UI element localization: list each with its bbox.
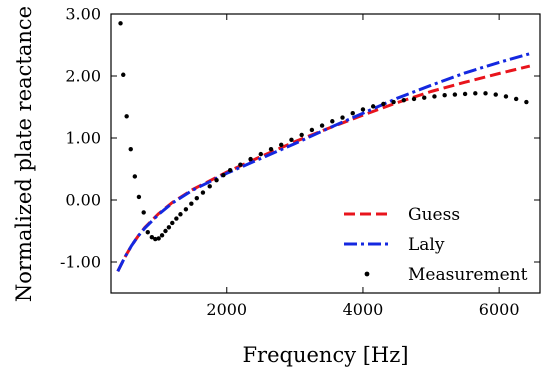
legend: Guess Laly Measurement <box>344 205 528 285</box>
measurement-point <box>299 132 304 138</box>
measurement-point <box>411 96 417 102</box>
measurement-point <box>503 94 509 99</box>
measurement-point <box>238 162 243 167</box>
measurement-point <box>513 96 519 102</box>
measurement-point <box>401 97 407 103</box>
series-layer <box>116 21 531 272</box>
measurement-point <box>462 91 468 97</box>
measurement-point <box>340 115 345 120</box>
x-axis-label: Frequency [Hz] <box>242 343 408 367</box>
measurement-point <box>473 91 478 96</box>
measurement-point <box>183 207 189 212</box>
measurement-point <box>524 99 529 105</box>
measurement-point <box>200 190 206 195</box>
legend-label-laly: Laly <box>408 235 445 255</box>
y-tick-label: 0.00 <box>65 191 101 210</box>
laly-line <box>116 52 531 272</box>
measurement-point <box>145 230 150 235</box>
measurement-point <box>483 91 488 96</box>
measurement-point <box>118 21 123 26</box>
legend-label-guess: Guess <box>408 205 460 225</box>
measurement-point <box>381 101 386 107</box>
x-tick-label: 2000 <box>206 300 247 319</box>
x-tick-label: 6000 <box>479 300 520 319</box>
measurement-point <box>221 173 226 178</box>
measurement-point <box>207 184 212 189</box>
measurement-point <box>128 146 133 152</box>
measurement-point <box>194 195 199 201</box>
measurement-point <box>258 151 264 157</box>
measurement-point <box>442 93 447 98</box>
measurement-point <box>214 177 219 183</box>
measurement-point <box>124 114 129 119</box>
tick-layer: 2000 4000 6000 -1.00 0.00 1.00 2.00 3.00 <box>60 5 540 319</box>
measurement-point <box>432 94 437 99</box>
measurement-point <box>422 95 427 100</box>
measurement-point <box>159 233 165 238</box>
y-axis-label: Normalized plate reactance <box>12 6 36 302</box>
measurement-point <box>350 111 355 116</box>
measurement-point <box>493 92 498 97</box>
measurement-point <box>279 142 284 148</box>
y-tick-label: 1.00 <box>65 129 101 148</box>
measurement-point <box>170 220 175 226</box>
measurement-point <box>136 194 142 200</box>
measurement-point <box>370 104 376 109</box>
measurement-point <box>268 146 274 152</box>
measurement-point <box>174 216 179 221</box>
measurement-point <box>289 137 294 143</box>
measurement-point <box>153 236 158 242</box>
measurement-point <box>149 235 155 240</box>
measurement-point <box>452 92 458 97</box>
measurement-point <box>156 236 161 241</box>
measurement-point <box>330 119 335 124</box>
measurement-point <box>166 225 172 230</box>
y-tick-label: -1.00 <box>60 253 101 272</box>
measurement-point <box>189 201 194 206</box>
y-tick-label: 3.00 <box>65 5 101 24</box>
measurement-point <box>319 123 325 128</box>
measurement-point <box>132 174 138 179</box>
measurement-point <box>121 72 126 77</box>
measurement-point <box>163 228 168 234</box>
guess-line <box>116 64 531 272</box>
measurement-point <box>141 210 146 215</box>
legend-swatch-measurement <box>364 271 370 277</box>
plot-frame <box>110 13 541 294</box>
measurement-point <box>178 212 183 217</box>
measurement-point <box>248 156 253 162</box>
measurement-point <box>309 127 315 133</box>
measurement-point <box>360 107 366 112</box>
x-tick-label: 4000 <box>343 300 384 319</box>
legend-label-measurement: Measurement <box>408 265 528 285</box>
measurement-point <box>227 168 233 173</box>
y-tick-label: 2.00 <box>65 67 101 86</box>
measurement-point <box>391 99 396 105</box>
